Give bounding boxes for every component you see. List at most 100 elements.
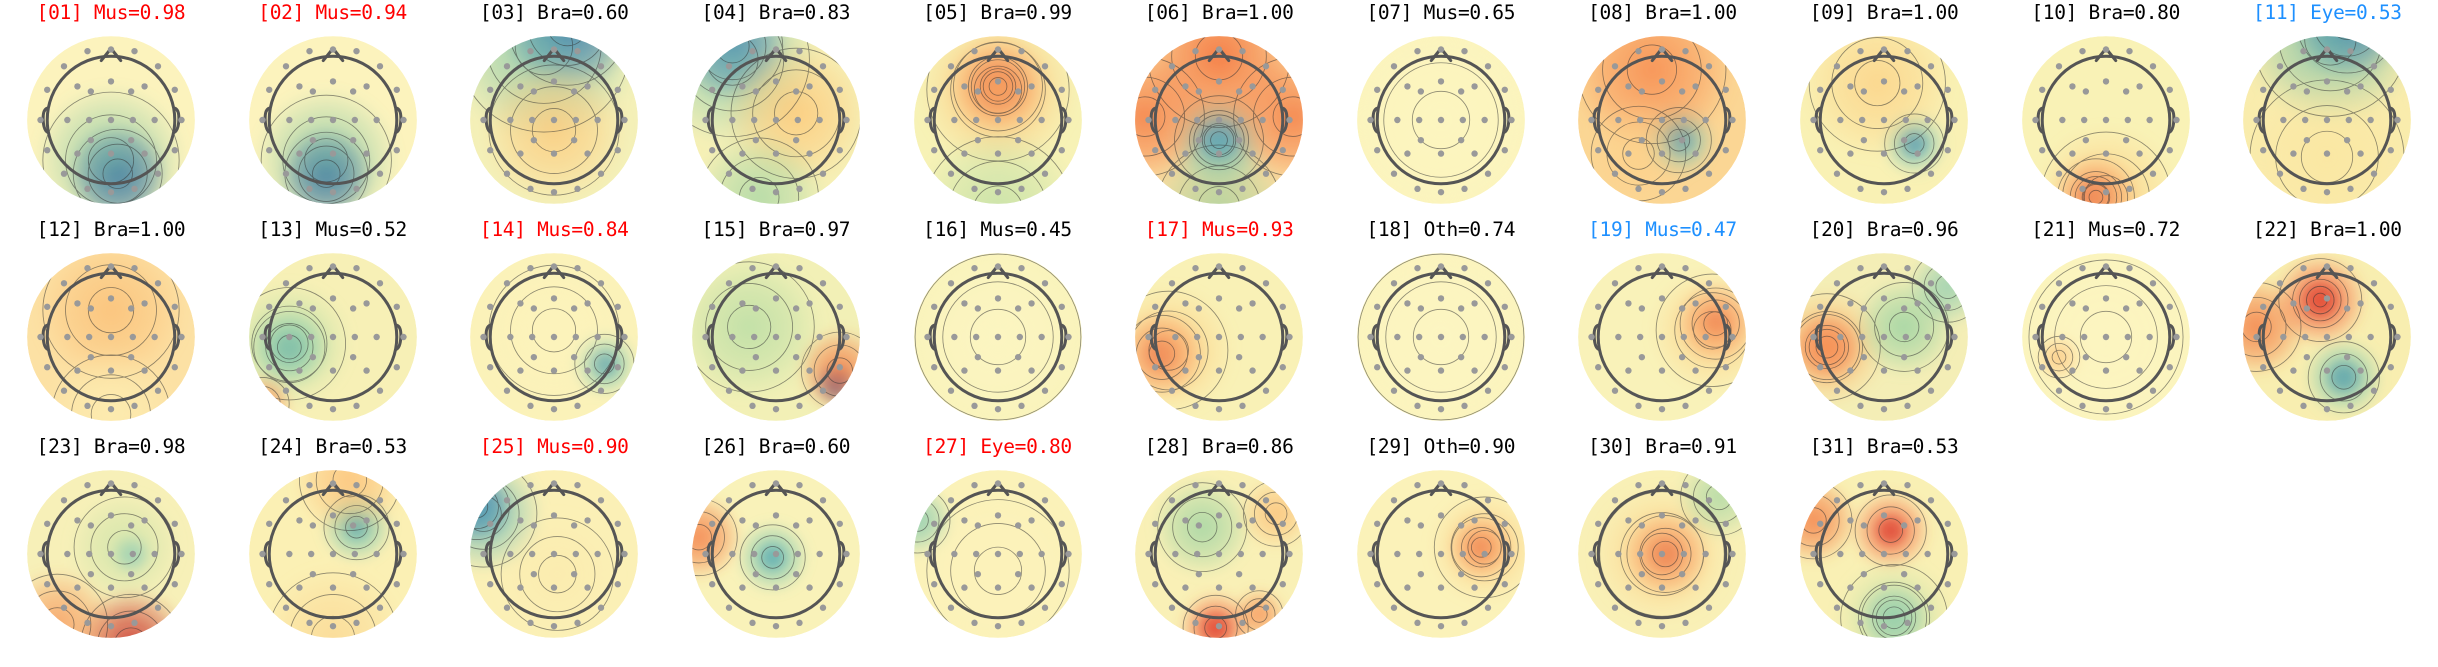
topomap-wrap-27 [887,460,1109,648]
component-cell-26[interactable]: [26] Bra=0.60 [665,434,887,651]
topomap-06 [1135,36,1304,204]
topomap-22 [2243,253,2412,421]
electrode-markers [923,480,1072,630]
component-title-29: [29] Oth=0.90 [1366,435,1516,458]
topomap-wrap-20 [1773,243,1995,431]
component-cell-04[interactable]: [04] Bra=0.83 [665,0,887,217]
topomap-wrap-26 [665,460,887,648]
component-cell-03[interactable]: [03] Bra=0.60 [443,0,665,217]
component-cell-24[interactable]: [24] Bra=0.53 [222,434,444,651]
component-cell-02[interactable]: [02] Mus=0.94 [222,0,444,217]
component-title-08: [08] Bra=1.00 [1588,1,1737,24]
topomap-wrap-31 [1773,460,1995,648]
electrode-markers [258,480,407,630]
topomap-wrap-04 [665,26,887,214]
component-cell-25[interactable]: [25] Mus=0.90 [443,434,665,651]
topomap-wrap-09 [1773,26,1995,214]
component-cell-23[interactable]: [23] Bra=0.98 [0,434,222,651]
component-cell-01[interactable]: [01] Mus=0.98 [0,0,222,217]
topomap-18 [1356,253,1525,421]
topomap-wrap-21 [1995,243,2217,431]
electrode-markers [37,480,185,630]
topomap-27 [913,470,1082,638]
component-cell-08[interactable]: [08] Bra=1.00 [1551,0,1773,217]
topomap-26 [691,470,860,638]
topomap-14 [470,253,639,421]
topomap-wrap-30 [1551,460,1773,648]
component-cell-18[interactable]: [18] Oth=0.74 [1330,217,1552,434]
electrode-markers [1810,480,1958,630]
component-cell-29[interactable]: [29] Oth=0.90 [1330,434,1552,651]
component-title-21: [21] Mus=0.72 [2031,218,2181,241]
component-cell-20[interactable]: [20] Bra=0.96 [1773,217,1995,434]
topomap-03 [470,36,639,204]
topomap-wrap-17 [1108,243,1330,431]
component-cell-28[interactable]: [28] Bra=0.86 [1108,434,1330,651]
electrode-markers [37,46,185,196]
component-cell-10[interactable]: [10] Bra=0.80 [1995,0,2217,217]
topomap-30 [1578,470,1747,638]
component-title-07: [07] Mus=0.65 [1366,1,1516,24]
electrode-markers [1367,46,1515,196]
component-cell-17[interactable]: [17] Mus=0.93 [1108,217,1330,434]
topomap-wrap-08 [1551,26,1773,214]
component-cell-09[interactable]: [09] Bra=1.00 [1773,0,1995,217]
topomap-wrap-14 [443,243,665,431]
component-cell-21[interactable]: [21] Mus=0.72 [1995,217,2217,434]
topomap-11 [2243,36,2412,204]
electrode-markers [2032,263,2180,413]
electrode-markers [258,46,407,196]
component-title-05: [05] Bra=0.99 [923,1,1072,24]
topomap-23 [27,470,195,638]
component-title-20: [20] Bra=0.96 [1809,218,1959,241]
topomap-02 [248,36,417,204]
component-cell-15[interactable]: [15] Bra=0.97 [665,217,887,434]
component-cell-19[interactable]: [19] Mus=0.47 [1551,217,1773,434]
component-cell-30[interactable]: [30] Bra=0.91 [1551,434,1773,651]
electrode-markers [702,480,850,630]
electrode-markers [702,46,850,196]
topomap-wrap-05 [887,26,1109,214]
topomap-07 [1356,36,1525,204]
topomap-19 [1578,253,1747,421]
topomap-wrap-18 [1330,243,1552,431]
topomap-wrap-25 [443,460,665,648]
topomap-28 [1135,470,1304,638]
electrode-markers [1588,46,1737,196]
electrode-markers [923,46,1072,196]
component-cell-14[interactable]: [14] Mus=0.84 [443,217,665,434]
component-cell-07[interactable]: [07] Mus=0.65 [1330,0,1552,217]
component-title-25: [25] Mus=0.90 [479,435,629,458]
component-cell-22[interactable]: [22] Bra=1.00 [2216,217,2438,434]
component-title-31: [31] Bra=0.53 [1809,435,1959,458]
electrode-markers [1588,263,1737,413]
component-title-26: [26] Bra=0.60 [701,435,851,458]
component-cell-31[interactable]: [31] Bra=0.53 [1773,434,1995,651]
topomap-wrap-11 [2216,26,2438,214]
component-title-01: [01] Mus=0.98 [36,1,186,24]
electrode-markers [258,263,407,413]
topomap-16 [913,253,1082,421]
topomap-wrap-12 [0,243,222,431]
component-title-18: [18] Oth=0.74 [1366,218,1516,241]
component-cell-27[interactable]: [27] Eye=0.80 [887,434,1109,651]
component-title-27: [27] Eye=0.80 [923,435,1072,458]
electrode-markers [702,263,850,413]
topomap-wrap-16 [887,243,1109,431]
electrode-markers [2253,46,2402,196]
component-cell-06[interactable]: [06] Bra=1.00 [1108,0,1330,217]
component-title-11: [11] Eye=0.53 [2252,1,2402,24]
electrode-markers [1145,480,1293,630]
topomap-05 [913,36,1082,204]
component-title-16: [16] Mus=0.45 [923,218,1072,241]
component-cell-11[interactable]: [11] Eye=0.53 [2216,0,2438,217]
component-cell-12[interactable]: [12] Bra=1.00 [0,217,222,434]
component-cell-16[interactable]: [16] Mus=0.45 [887,217,1109,434]
component-title-06: [06] Bra=1.00 [1144,1,1294,24]
component-cell-13[interactable]: [13] Mus=0.52 [222,217,444,434]
component-title-14: [14] Mus=0.84 [479,218,629,241]
component-cell-05[interactable]: [05] Bra=0.99 [887,0,1109,217]
topomap-01 [27,36,195,204]
topomap-wrap-13 [222,243,444,431]
